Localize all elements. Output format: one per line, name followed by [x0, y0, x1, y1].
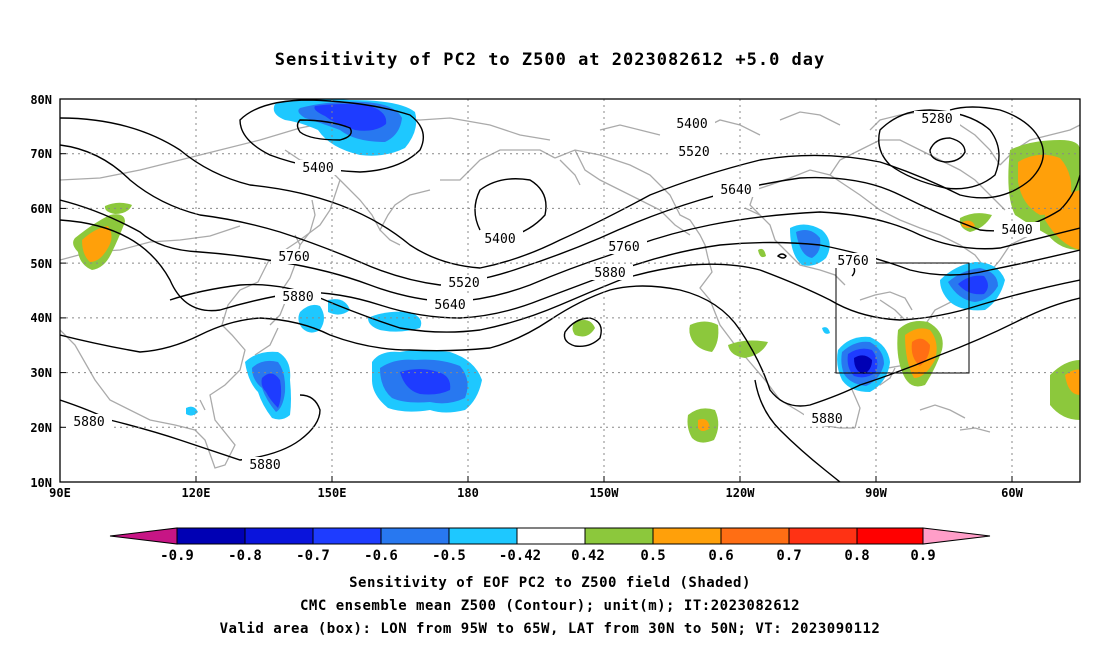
- lat-tick-label: 30N: [30, 366, 52, 380]
- lon-tick-label: 180: [457, 486, 479, 500]
- colorbar-label: -0.5: [432, 548, 466, 564]
- contour-label: 5880: [73, 415, 104, 430]
- contour-label: 5640: [720, 183, 751, 198]
- colorbar-label: 0.7: [776, 548, 801, 564]
- contour-label: 5880: [282, 290, 313, 305]
- contour-label: 5400: [302, 161, 333, 176]
- contour-label: 5760: [278, 250, 309, 265]
- colorbar-high-triangle: [922, 527, 991, 545]
- colorbar-segment: [584, 527, 654, 545]
- colorbar-label: 0.9: [910, 548, 935, 564]
- colorbar-label: 0.6: [708, 548, 733, 564]
- colorbar-label: -0.9: [160, 548, 194, 564]
- caption-line-1: Sensitivity of EOF PC2 to Z500 field (Sh…: [349, 575, 751, 591]
- lon-tick-label: 120E: [182, 486, 211, 500]
- caption-line-2: CMC ensemble mean Z500 (Contour); unit(m…: [299, 598, 800, 614]
- colorbar-segment: [448, 527, 518, 545]
- colorbar-segment: [380, 527, 450, 545]
- sensitivity-shading: [73, 99, 1080, 443]
- contour-label: 5520: [448, 276, 479, 291]
- colorbar: -0.9 -0.8 -0.7 -0.6 -0.5 -0.42 0.42 0.5 …: [109, 527, 991, 564]
- lat-tick-label: 40N: [30, 311, 52, 325]
- lat-tick-label: 80N: [30, 93, 52, 107]
- colorbar-segment: [652, 527, 722, 545]
- valid-area-box: [835, 262, 970, 374]
- lat-tick-label: 10N: [30, 476, 52, 490]
- colorbar-segment: [856, 527, 924, 545]
- contour-label: 5400: [676, 117, 707, 132]
- colorbar-segment: [516, 527, 586, 545]
- lat-tick-label: 70N: [30, 147, 52, 161]
- contour-labels: 5280 5400 5400 5400 5400 5520 5520 5640 …: [66, 111, 1040, 473]
- colorbar-label: -0.42: [499, 548, 541, 564]
- lon-tick-label: 120W: [726, 486, 756, 500]
- colorbar-segment: [720, 527, 790, 545]
- contour-label: 5520: [678, 145, 709, 160]
- page-title: Sensitivity of PC2 to Z500 at 2023082612…: [274, 50, 826, 70]
- lon-tick-label: 60W: [1001, 486, 1023, 500]
- colorbar-label: 0.8: [844, 548, 869, 564]
- colorbar-label: -0.8: [228, 548, 262, 564]
- colorbar-segment: [176, 527, 246, 545]
- longitude-axis: 90E 120E 150E 180 150W 120W 90W 60W: [49, 476, 1024, 500]
- contour-label: 5880: [594, 266, 625, 281]
- map-grid: [60, 99, 1080, 482]
- map-background: [60, 99, 1080, 482]
- contour-label: 5640: [434, 298, 465, 313]
- contour-label: 5280: [921, 112, 952, 127]
- lon-tick-label: 150W: [590, 486, 620, 500]
- colorbar-label: 0.5: [640, 548, 665, 564]
- colorbar-segment: [788, 527, 858, 545]
- colorbar-label: -0.6: [364, 548, 398, 564]
- lat-tick-label: 50N: [30, 257, 52, 271]
- contour-label: 5760: [608, 240, 639, 255]
- colorbar-label: 0.42: [571, 548, 605, 564]
- latitude-axis: 80N 70N 60N 50N 40N 30N 20N 10N: [30, 93, 66, 490]
- contour-label: 5400: [484, 232, 515, 247]
- lat-tick-label: 60N: [30, 202, 52, 216]
- lon-tick-label: 150E: [318, 486, 347, 500]
- lat-tick-label: 20N: [30, 421, 52, 435]
- contour-label: 5880: [811, 412, 842, 427]
- contour-label: 5760: [837, 254, 868, 269]
- colorbar-segment: [244, 527, 314, 545]
- colorbar-label: -0.7: [296, 548, 330, 564]
- colorbar-segment: [312, 527, 382, 545]
- caption-line-3: Valid area (box): LON from 95W to 65W, L…: [219, 621, 881, 637]
- contour-label: 5400: [1001, 223, 1032, 238]
- contour-label: 5880: [249, 458, 280, 473]
- lon-tick-label: 90W: [865, 486, 887, 500]
- lon-tick-label: 90E: [49, 486, 71, 500]
- map-frame: [59, 98, 1081, 483]
- colorbar-low-triangle: [109, 527, 178, 545]
